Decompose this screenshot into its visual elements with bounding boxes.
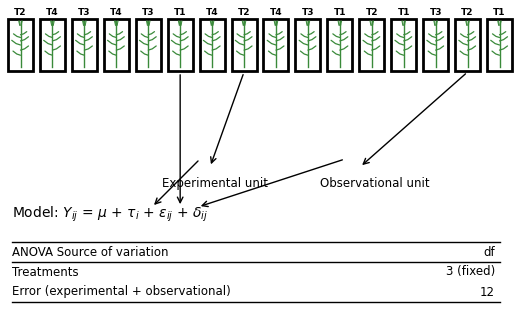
Text: T3: T3 <box>78 8 90 17</box>
Bar <box>136 19 161 71</box>
Text: T4: T4 <box>110 8 123 17</box>
Text: 3 (fixed): 3 (fixed) <box>446 266 495 279</box>
Text: T1: T1 <box>334 8 346 17</box>
Text: T1: T1 <box>174 8 186 17</box>
Text: Error (experimental + observational): Error (experimental + observational) <box>12 286 231 298</box>
Bar <box>391 19 416 71</box>
Text: T2: T2 <box>238 8 250 17</box>
Text: T1: T1 <box>397 8 410 17</box>
Text: T2: T2 <box>461 8 474 17</box>
Text: Experimental unit: Experimental unit <box>162 177 268 190</box>
Bar <box>231 19 256 71</box>
Bar <box>487 19 512 71</box>
Bar <box>295 19 320 71</box>
Text: ANOVA Source of variation: ANOVA Source of variation <box>12 245 168 259</box>
Bar <box>359 19 384 71</box>
Text: T4: T4 <box>206 8 218 17</box>
Text: Model: $Y_{ij}$ = $\mu$ + $\tau_{i}$ + $\varepsilon_{ij}$ + $\delta_{ij}$: Model: $Y_{ij}$ = $\mu$ + $\tau_{i}$ + $… <box>12 205 209 224</box>
Bar <box>167 19 193 71</box>
Text: T2: T2 <box>366 8 378 17</box>
Text: T2: T2 <box>14 8 27 17</box>
Bar <box>327 19 353 71</box>
Text: Observational unit: Observational unit <box>320 177 430 190</box>
Bar <box>40 19 65 71</box>
Bar <box>72 19 97 71</box>
Text: Treatments: Treatments <box>12 266 79 279</box>
Text: 12: 12 <box>480 286 495 298</box>
Bar <box>264 19 289 71</box>
Text: T3: T3 <box>142 8 154 17</box>
Bar <box>455 19 480 71</box>
Text: T3: T3 <box>302 8 314 17</box>
Text: T1: T1 <box>493 8 506 17</box>
Bar <box>200 19 225 71</box>
Text: T3: T3 <box>430 8 442 17</box>
Text: df: df <box>484 245 495 259</box>
Text: T4: T4 <box>270 8 282 17</box>
Text: T4: T4 <box>46 8 59 17</box>
Bar <box>8 19 33 71</box>
Bar <box>104 19 129 71</box>
Bar <box>423 19 448 71</box>
